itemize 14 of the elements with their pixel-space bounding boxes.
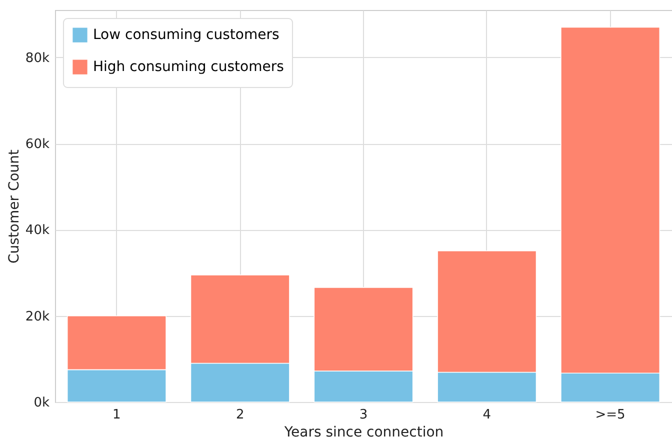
x-tick-label: 1 (112, 408, 121, 422)
y-tick-label: 60k (25, 137, 50, 152)
y-tick-label: 80k (25, 50, 50, 66)
x-tick-label: >=5 (595, 408, 626, 422)
legend-label: High consuming customers (93, 59, 284, 75)
x-tick-label: 2 (236, 408, 244, 422)
y-axis-title: Customer Count (6, 148, 22, 264)
x-tick-label: 4 (482, 408, 492, 422)
y-tick-label: 40k (25, 223, 50, 238)
legend-label: Low consuming customers (93, 27, 280, 43)
y-tick-label: 0k (34, 396, 50, 410)
x-axis-title: Years since connection (283, 424, 444, 440)
x-tick-label: 3 (359, 408, 368, 422)
y-tick-label: 20k (25, 309, 50, 324)
